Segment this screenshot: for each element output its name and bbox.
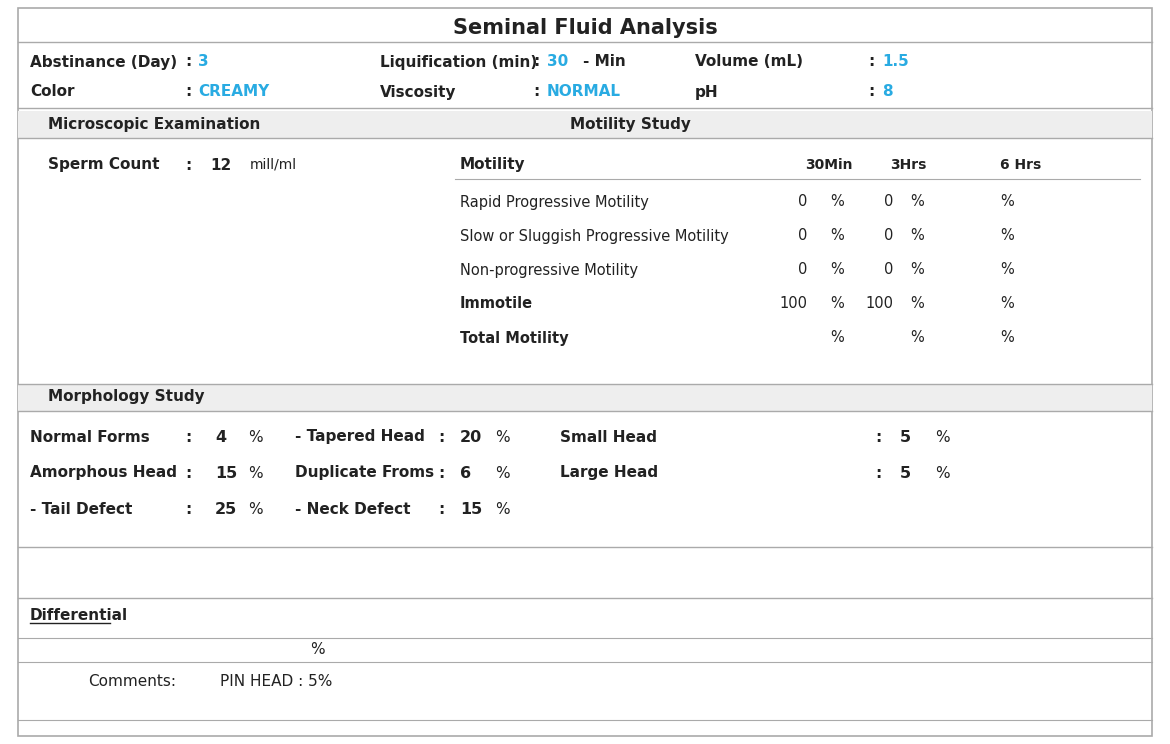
Text: Duplicate Froms: Duplicate Froms (295, 466, 434, 481)
Text: 0: 0 (798, 194, 807, 210)
Text: 100: 100 (865, 297, 893, 312)
Text: - Tail Defect: - Tail Defect (30, 501, 132, 516)
Text: %: % (910, 194, 924, 210)
Text: Motility Study: Motility Study (570, 117, 690, 132)
Text: :: : (534, 54, 539, 69)
Text: 12: 12 (209, 158, 232, 173)
Text: Normal Forms: Normal Forms (30, 429, 150, 444)
Text: :: : (185, 501, 191, 516)
Text: Rapid Progressive Motility: Rapid Progressive Motility (460, 194, 649, 210)
Text: 25: 25 (215, 501, 238, 516)
Text: Viscosity: Viscosity (380, 85, 456, 100)
Text: 4: 4 (215, 429, 226, 444)
Text: %: % (1000, 330, 1013, 345)
Text: %: % (910, 228, 924, 243)
Text: :: : (868, 85, 874, 100)
Text: 0: 0 (883, 263, 893, 278)
Text: %: % (1000, 297, 1013, 312)
Text: :: : (868, 54, 874, 69)
Text: :: : (875, 429, 881, 444)
Text: 15: 15 (460, 501, 482, 516)
Text: 0: 0 (883, 194, 893, 210)
Text: :: : (438, 429, 445, 444)
Text: :: : (185, 429, 191, 444)
Text: Total Motility: Total Motility (460, 330, 569, 345)
Text: :: : (875, 466, 881, 481)
Text: Differential: Differential (30, 608, 129, 623)
Text: :: : (185, 85, 191, 100)
Text: 3Hrs: 3Hrs (890, 158, 927, 172)
Text: 5: 5 (900, 429, 911, 444)
Text: %: % (935, 466, 950, 481)
Text: - Min: - Min (583, 54, 626, 69)
Text: :: : (438, 501, 445, 516)
Text: %: % (830, 194, 844, 210)
Text: :: : (185, 158, 191, 173)
Text: %: % (910, 297, 924, 312)
Text: mill/ml: mill/ml (250, 158, 297, 172)
Text: %: % (248, 501, 262, 516)
Text: Morphology Study: Morphology Study (48, 390, 205, 405)
Text: 0: 0 (798, 228, 807, 243)
Text: Liquification (min): Liquification (min) (380, 54, 537, 69)
Text: pH: pH (695, 85, 718, 100)
Text: %: % (830, 330, 844, 345)
Bar (18, 385, 1152, 411)
Text: %: % (935, 429, 950, 444)
Text: Color: Color (30, 85, 75, 100)
Text: Motility: Motility (460, 158, 525, 173)
Text: %: % (495, 501, 510, 516)
Text: %: % (1000, 228, 1013, 243)
Bar (18, 111, 1152, 138)
Text: 3: 3 (198, 54, 208, 69)
Text: %: % (495, 466, 510, 481)
Text: %: % (830, 263, 844, 278)
Text: 0: 0 (798, 263, 807, 278)
Text: Slow or Sluggish Progressive Motility: Slow or Sluggish Progressive Motility (460, 228, 729, 243)
Text: %: % (830, 228, 844, 243)
Text: :: : (438, 466, 445, 481)
Text: NORMAL: NORMAL (548, 85, 621, 100)
Text: Amorphous Head: Amorphous Head (30, 466, 177, 481)
Text: Microscopic Examination: Microscopic Examination (48, 117, 261, 132)
Text: %: % (830, 297, 844, 312)
Text: Comments:: Comments: (88, 675, 176, 690)
Text: :: : (185, 466, 191, 481)
Text: 30Min: 30Min (805, 158, 853, 172)
Text: Sperm Count: Sperm Count (48, 158, 159, 173)
Text: Volume (mL): Volume (mL) (695, 54, 803, 69)
Text: CREAMY: CREAMY (198, 85, 269, 100)
Text: Non-progressive Motility: Non-progressive Motility (460, 263, 638, 278)
Text: 6 Hrs: 6 Hrs (1000, 158, 1041, 172)
Text: :: : (185, 54, 191, 69)
Text: 5: 5 (900, 466, 911, 481)
Text: %: % (1000, 194, 1013, 210)
Text: 1.5: 1.5 (882, 54, 909, 69)
Text: PIN HEAD : 5%: PIN HEAD : 5% (220, 675, 332, 690)
Text: Immotile: Immotile (460, 297, 534, 312)
Text: %: % (1000, 263, 1013, 278)
Text: 100: 100 (779, 297, 807, 312)
Text: Abstinance (Day): Abstinance (Day) (30, 54, 177, 69)
Text: - Tapered Head: - Tapered Head (295, 429, 425, 444)
Text: 6: 6 (460, 466, 472, 481)
Text: :: : (534, 85, 539, 100)
Text: 0: 0 (883, 228, 893, 243)
Text: - Neck Defect: - Neck Defect (295, 501, 411, 516)
Text: 8: 8 (882, 85, 893, 100)
Text: %: % (310, 643, 324, 658)
Text: Seminal Fluid Analysis: Seminal Fluid Analysis (453, 18, 717, 38)
Text: %: % (248, 466, 262, 481)
Text: %: % (910, 263, 924, 278)
Text: %: % (910, 330, 924, 345)
Text: 15: 15 (215, 466, 238, 481)
Text: Large Head: Large Head (560, 466, 658, 481)
Text: 30: 30 (548, 54, 569, 69)
Text: Small Head: Small Head (560, 429, 658, 444)
Text: %: % (495, 429, 510, 444)
Text: %: % (248, 429, 262, 444)
Text: 20: 20 (460, 429, 482, 444)
